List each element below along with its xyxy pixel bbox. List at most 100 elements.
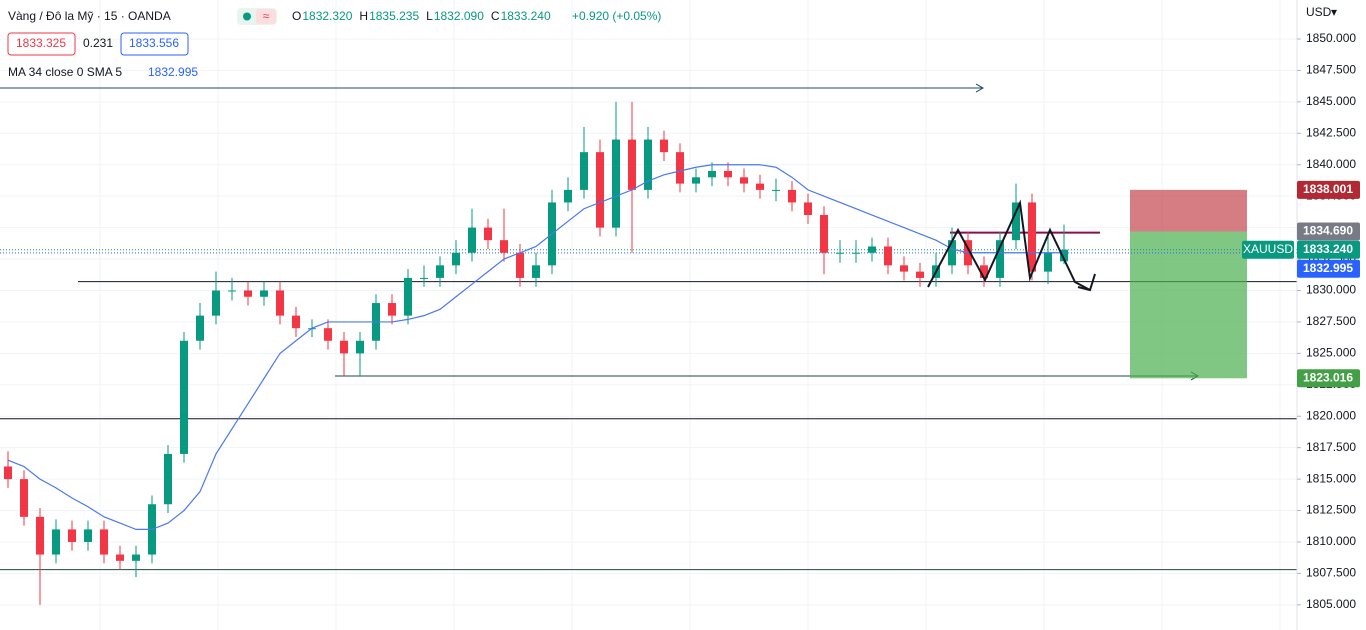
candle-body (1060, 249, 1068, 262)
candle-body (420, 277, 428, 279)
candle-body (260, 290, 268, 297)
candle-body (244, 290, 252, 297)
candle-body (660, 139, 668, 153)
ohlc-value: 1832.090 (434, 9, 484, 23)
candle-body (20, 479, 28, 517)
candle-body (132, 554, 140, 561)
candle-body (68, 529, 76, 542)
candle-body (484, 227, 492, 241)
y-tick-label: 1830.000 (1306, 283, 1356, 297)
candle-body (452, 252, 460, 266)
pattern-drawing (927, 199, 1091, 291)
candle-body (100, 529, 108, 555)
candle-body (868, 246, 876, 253)
status-icon-glyph: ≈ (263, 9, 270, 23)
y-tick-label: 1812.500 (1306, 503, 1356, 517)
ohlc-key: H (359, 9, 368, 23)
candle-body (356, 340, 364, 354)
candle-body (596, 152, 604, 228)
y-tick-label: 1850.000 (1306, 31, 1356, 45)
price-tag (1297, 222, 1360, 241)
bid-box[interactable] (7, 32, 76, 56)
candle-body (836, 252, 844, 254)
currency: USD (1306, 5, 1332, 19)
candle-body (948, 240, 956, 266)
candle-body (324, 328, 332, 341)
y-tick-label: 1825.000 (1306, 346, 1356, 360)
y-tick-label: 1845.000 (1306, 94, 1356, 108)
candle-body (116, 554, 124, 561)
candle-body (692, 177, 700, 184)
ma-tag (1297, 259, 1360, 278)
level-arrow (975, 83, 985, 93)
candle-body (980, 265, 988, 278)
price-axis: 1805.000 1807.500 1810.000 1812.500 1815.000… (1242, 31, 1360, 611)
y-tick-label: 1820.000 (1306, 408, 1356, 422)
price-tag-label: 1833.240 (1303, 242, 1353, 256)
candle-body (84, 529, 92, 542)
header: Vàng / Đô la Mỹ · 15 · OANDA ≈ O 1832.320… (7, 8, 661, 79)
indicator-value: 1832.995 (148, 65, 198, 79)
ma-tag-label: 1832.995 (1303, 261, 1353, 275)
symbol: Vàng / Đô la Mỹ · 15 · OANDA (8, 9, 171, 23)
candle-body (644, 139, 652, 190)
symbol-tag-label: XAUUSD (1243, 242, 1293, 256)
candle-body (36, 516, 44, 555)
change: +0.920 (+0.05%) (572, 9, 661, 23)
candle-body (788, 189, 796, 203)
candle-body (564, 189, 572, 203)
y-tick-label: 1840.000 (1306, 157, 1356, 171)
ohlc-key: O (292, 9, 301, 23)
price-tag-label: 1823.016 (1303, 370, 1353, 384)
candle-body (1028, 202, 1036, 272)
indicator: MA 34 close 0 SMA 5 (8, 65, 122, 79)
candle-body (996, 240, 1004, 278)
candle-body (772, 189, 780, 191)
status-dot (243, 12, 251, 21)
candle-body (4, 466, 12, 480)
ohlc-value: 1832.320 (302, 9, 352, 23)
candle-body (916, 271, 924, 278)
candle-body (676, 152, 684, 184)
candle-body (804, 202, 812, 216)
candle-body (756, 183, 764, 190)
stop-zone (1130, 189, 1247, 232)
symbol-tag (1242, 240, 1294, 259)
y-tick-label: 1807.500 (1306, 566, 1356, 580)
price-tag (1297, 240, 1360, 259)
y-tick-label: 1810.000 (1306, 534, 1356, 548)
candle-body (740, 177, 748, 184)
candle-body (708, 171, 716, 178)
candle-body (500, 240, 508, 253)
candle-body (340, 340, 348, 354)
ohlc-key: L (426, 9, 433, 23)
candle-body (820, 215, 828, 253)
candle-body (180, 340, 188, 454)
price-tag (1297, 180, 1360, 199)
candle-body (724, 171, 732, 178)
ma-line (7, 164, 1064, 531)
ohlc-value: 1833.240 (501, 9, 551, 23)
currency-caret: ▾ (1331, 5, 1337, 19)
ask: 1833.556 (129, 36, 179, 50)
ask-box[interactable] (120, 32, 189, 56)
candle-body (196, 315, 204, 341)
y-tick-label: 1815.000 (1306, 471, 1356, 485)
ohlc-value: 1835.235 (369, 9, 419, 23)
y-tick-label: 1827.500 (1306, 314, 1356, 328)
candle-body (404, 277, 412, 316)
candle-body (468, 227, 476, 253)
candle-body (628, 139, 636, 190)
y-tick-label: 1817.500 (1306, 440, 1356, 454)
y-tick-label: 1805.000 (1306, 597, 1356, 611)
candle-body (212, 290, 220, 316)
target-zone (1130, 231, 1247, 379)
y-tick-label: 1847.500 (1306, 63, 1356, 77)
price-tag-label: 1834.690 (1303, 224, 1353, 238)
candle-body (1012, 202, 1020, 241)
candle-body (228, 290, 236, 292)
ohlc-key: C (491, 9, 500, 23)
candle-body (292, 315, 300, 329)
candle-body (884, 246, 892, 266)
